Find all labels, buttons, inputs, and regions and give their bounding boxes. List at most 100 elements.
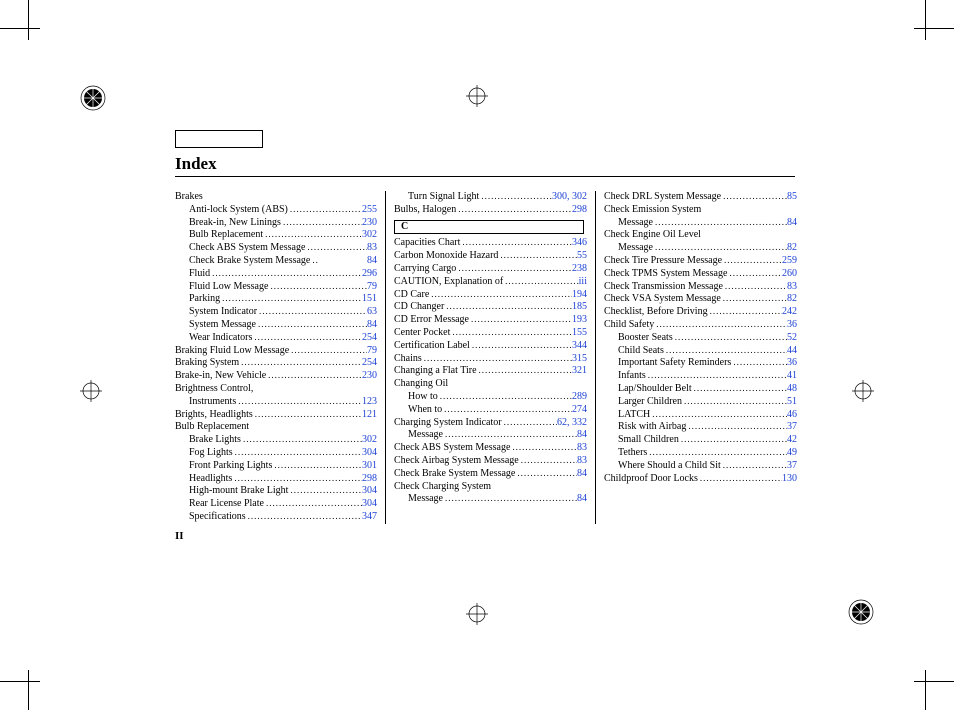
index-page-link[interactable]: 260	[782, 268, 797, 281]
index-page-link[interactable]: 84	[367, 255, 377, 268]
index-page-link[interactable]: 37	[787, 460, 797, 473]
leader-dots: ........................................…	[272, 460, 362, 472]
index-entry: Break-in, New Linings...................…	[175, 217, 377, 230]
index-page-link[interactable]: 296	[362, 268, 377, 281]
index-page-link[interactable]: 254	[362, 357, 377, 370]
index-page-link[interactable]: 62, 332	[557, 417, 587, 430]
index-entry-label: Brights, Headlights	[175, 409, 253, 422]
index-entry: Tethers.................................…	[604, 447, 797, 460]
index-page-link[interactable]: 193	[572, 314, 587, 327]
index-page-link[interactable]: 84	[787, 217, 797, 230]
index-page-link[interactable]: 84	[577, 429, 587, 442]
leader-dots: ........................................…	[664, 345, 787, 357]
index-page-link[interactable]: 302	[362, 434, 377, 447]
index-page-link[interactable]: 304	[362, 485, 377, 498]
index-page-link[interactable]: 79	[367, 345, 377, 358]
index-entry-label: Check ABS System Message	[394, 442, 510, 455]
index-entry-label: Chains	[394, 353, 422, 366]
leader-dots: ........................................…	[289, 345, 367, 357]
index-entry: Check Airbag System Message.............…	[394, 455, 587, 468]
index-page-link[interactable]: 230	[362, 217, 377, 230]
registration-mark-icon	[466, 603, 488, 625]
leader-dots: ........................................…	[679, 434, 787, 446]
index-page-link[interactable]: 298	[572, 204, 587, 217]
index-page-link[interactable]: 83	[577, 455, 587, 468]
index-entry: Brights, Headlights.....................…	[175, 409, 377, 422]
index-page-link[interactable]: 49	[787, 447, 797, 460]
index-entry-label: Headlights	[189, 473, 232, 486]
index-page-link[interactable]: 321	[572, 365, 587, 378]
index-page-link[interactable]: 130	[782, 473, 797, 486]
index-page-link[interactable]: 155	[572, 327, 587, 340]
crop-mark	[28, 0, 29, 40]
index-entry: Check Brake System Message..84	[175, 255, 377, 268]
index-columns: BrakesAnti-lock System (ABS)............…	[175, 191, 795, 524]
index-page-link[interactable]: 83	[577, 442, 587, 455]
index-page-link[interactable]: 298	[362, 473, 377, 486]
index-page-link[interactable]: 121	[362, 409, 377, 422]
index-page-link[interactable]: 84	[577, 493, 587, 506]
index-page-link[interactable]: 242	[782, 306, 797, 319]
index-entry: Where Should a Child Sit................…	[604, 460, 797, 473]
index-page-link[interactable]: 230	[362, 370, 377, 383]
index-page-link[interactable]: 123	[362, 396, 377, 409]
index-page-link[interactable]: 302	[362, 229, 377, 242]
index-entry-label: Certification Label	[394, 340, 470, 353]
index-page-link[interactable]: 255	[362, 204, 377, 217]
index-page-link[interactable]: 83	[787, 281, 797, 294]
index-page-link[interactable]: 85	[787, 191, 797, 204]
index-page-link[interactable]: 304	[362, 498, 377, 511]
index-page-link[interactable]: 82	[787, 242, 797, 255]
index-page-link[interactable]: 289	[572, 391, 587, 404]
index-page-link[interactable]: 82	[787, 293, 797, 306]
index-entry-label: Fluid	[189, 268, 210, 281]
index-entry-label: Brake-in, New Vehicle	[175, 370, 266, 383]
index-entry-label: Message	[618, 242, 653, 255]
index-page-link[interactable]: 36	[787, 319, 797, 332]
index-page-link[interactable]: 347	[362, 511, 377, 524]
index-page-link[interactable]: 36	[787, 357, 797, 370]
index-page-link[interactable]: 185	[572, 301, 587, 314]
index-page-link[interactable]: 84	[577, 468, 587, 481]
index-page-link[interactable]: 42	[787, 434, 797, 447]
index-page-link[interactable]: 300, 302	[552, 191, 587, 204]
index-page-link[interactable]: 304	[362, 447, 377, 460]
index-page-link[interactable]: 84	[367, 319, 377, 332]
index-page-link[interactable]: 48	[787, 383, 797, 396]
index-page-link[interactable]: 315	[572, 353, 587, 366]
index-entry-label: Anti-lock System (ABS)	[189, 204, 288, 217]
index-page-link[interactable]: 44	[787, 345, 797, 358]
leader-dots: ........................................…	[456, 204, 572, 216]
index-page-link[interactable]: 254	[362, 332, 377, 345]
leader-dots: ........................................…	[460, 237, 572, 249]
index-page-link[interactable]: 63	[367, 306, 377, 319]
index-page-link[interactable]: 41	[787, 370, 797, 383]
index-entry: Check TPMS System Message...............…	[604, 268, 797, 281]
index-entry-label: When to	[408, 404, 442, 417]
index-entry-label: Check Transmission Message	[604, 281, 723, 294]
index-page-link[interactable]: 194	[572, 289, 587, 302]
index-entry: Message.................................…	[604, 217, 797, 230]
index-page-link[interactable]: 51	[787, 396, 797, 409]
index-page-link[interactable]: 346	[572, 237, 587, 250]
index-page-link[interactable]: 259	[782, 255, 797, 268]
index-page-link[interactable]: 79	[367, 281, 377, 294]
index-page-link[interactable]: 238	[572, 263, 587, 276]
index-entry: Brakes	[175, 191, 377, 204]
index-page-link[interactable]: 344	[572, 340, 587, 353]
index-page-link[interactable]: 83	[367, 242, 377, 255]
index-entry: High-mount Brake Light..................…	[175, 485, 377, 498]
index-page-link[interactable]: 301	[362, 460, 377, 473]
leader-dots: ........................................…	[220, 293, 362, 305]
index-page-link[interactable]: 151	[362, 293, 377, 306]
index-entry: Chains..................................…	[394, 353, 587, 366]
index-entry: How to..................................…	[394, 391, 587, 404]
index-page-link[interactable]: 55	[577, 250, 587, 263]
index-page-link[interactable]: iii	[579, 276, 587, 289]
index-page-link[interactable]: 46	[787, 409, 797, 422]
index-entry: Check Charging System	[394, 481, 587, 494]
index-page-link[interactable]: 274	[572, 404, 587, 417]
index-page-link[interactable]: 52	[787, 332, 797, 345]
index-entry-label: Fog Lights	[189, 447, 233, 460]
index-page-link[interactable]: 37	[787, 421, 797, 434]
